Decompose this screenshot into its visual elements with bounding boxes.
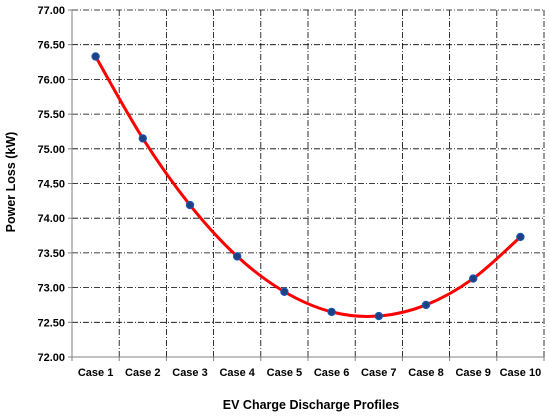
y-tick-label: 75.50: [37, 109, 65, 121]
x-tick-label: Case 7: [361, 367, 396, 379]
x-tick-label: Case 2: [125, 367, 160, 379]
x-tick-label: Case 1: [78, 367, 113, 379]
data-point: [327, 307, 336, 317]
y-tick-label: 72.00: [37, 352, 65, 364]
y-tick-label: 76.00: [37, 74, 65, 86]
data-point: [280, 287, 289, 296]
y-tick-label: 72.50: [37, 317, 65, 329]
x-tick-label: Case 5: [267, 367, 302, 379]
data-point: [469, 274, 478, 283]
y-axis-title: Power Loss (kW): [4, 132, 18, 233]
y-tick-labels: 72.00 72.50 73.00 73.50 74.00 74.50 75.00 75.50…: [37, 5, 65, 364]
data-points: [91, 52, 525, 321]
y-tick-label: 73.50: [37, 248, 65, 260]
x-tick-label: Case 9: [455, 367, 490, 379]
data-point: [421, 300, 431, 310]
data-point: [91, 52, 100, 61]
y-tick-label: 76.50: [37, 40, 65, 52]
y-tick-label: 77.00: [37, 5, 65, 17]
data-point: [138, 134, 147, 143]
series-line: [94, 55, 522, 318]
x-tick-label: Case 4: [219, 367, 255, 379]
y-tick-label: 74.00: [37, 213, 65, 225]
y-tick-label: 75.00: [37, 144, 65, 156]
y-tick-label: 73.00: [37, 283, 65, 295]
x-tick-label: Case 3: [172, 367, 207, 379]
series: [94, 55, 522, 318]
y-tick-label: 74.50: [37, 179, 65, 191]
x-tick-label: Case 10: [500, 367, 542, 379]
data-point: [232, 252, 242, 261]
data-point: [516, 232, 525, 242]
x-tick-label: Case 8: [408, 367, 443, 379]
x-axis-title: EV Charge Discharge Profiles: [223, 398, 400, 412]
data-point: [374, 311, 383, 321]
axes: [68, 9, 545, 361]
x-tick-labels: Case 1 Case 2 Case 3 Case 4 Case 5 Case 6 Case…: [78, 367, 541, 379]
x-tick-label: Case 6: [314, 367, 349, 379]
data-point: [185, 200, 195, 210]
